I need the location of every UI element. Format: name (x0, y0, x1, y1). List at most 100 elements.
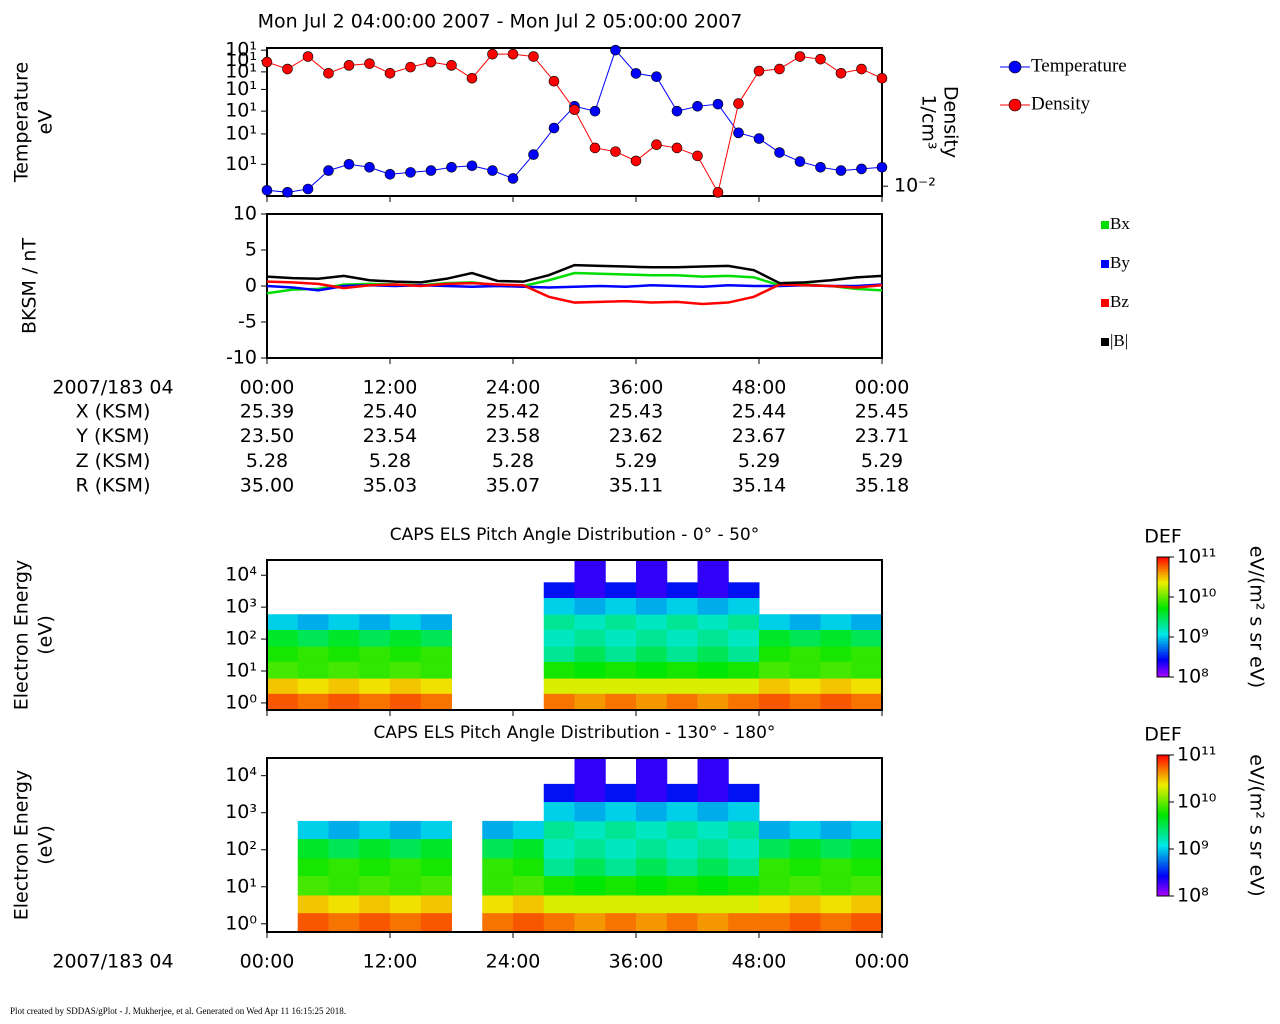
heatmap-cell (666, 838, 698, 859)
heatmap-cell (636, 693, 668, 711)
colorbar-step (1157, 583, 1169, 586)
heatmap-cell (359, 646, 391, 662)
heatmap-cell (697, 614, 729, 630)
colorbar-step (1157, 851, 1169, 855)
footer: Plot created by SDDAS/gPlot - J. Mukherj… (10, 1006, 346, 1016)
heatmap-cell (328, 693, 360, 711)
y2-axis-label: 1/cm³ (918, 94, 940, 149)
x-tick-label: 12:00 (363, 377, 418, 399)
heatmap-cell (328, 661, 360, 679)
legend-label: |B| (1110, 331, 1128, 350)
data-point (507, 48, 519, 60)
data-point (548, 75, 560, 87)
colorbar-step (1157, 565, 1169, 568)
x-axis-label: 2007/183 04 (52, 951, 173, 973)
x-tick-label: 12:00 (363, 951, 418, 973)
heatmap-cell (297, 646, 329, 662)
colorbar-step (1157, 579, 1169, 582)
heatmap-cell (789, 678, 821, 694)
heatmap-cell (605, 614, 637, 630)
ephemeris-value: 5.28 (369, 450, 411, 472)
heatmap-cell (851, 629, 883, 647)
colorbar-step (1157, 623, 1169, 626)
colorbar-step (1157, 804, 1169, 808)
colorbar-step (1157, 637, 1169, 640)
heatmap-cell (605, 678, 637, 694)
plot-frame (266, 47, 883, 197)
colorbar-step (1157, 858, 1169, 862)
colorbar-frame (1156, 754, 1170, 897)
colorbar-step (1157, 567, 1169, 570)
heatmap-cell (605, 783, 637, 803)
heatmap-cell (543, 783, 575, 803)
colorbar-step (1157, 597, 1169, 600)
colorbar-step (1157, 591, 1169, 594)
heatmap-cell (820, 661, 852, 679)
heatmap-cell (297, 614, 329, 630)
y-tick-label: 10⁴ (225, 764, 257, 786)
heatmap-cell (420, 912, 452, 933)
heatmap-cell (605, 894, 637, 914)
data-point (589, 105, 601, 117)
heatmap-cell (328, 838, 360, 859)
heatmap-cell (636, 857, 668, 877)
heatmap-cell (359, 678, 391, 694)
data-point (384, 168, 396, 180)
heatmap-cell (390, 678, 422, 694)
colorbar-step (1157, 629, 1169, 632)
ephemeris-row-name: X (KSM) (76, 401, 151, 423)
colorbar-step (1157, 877, 1169, 881)
heatmap-cell (789, 912, 821, 933)
colorbar-unit: eV/(m² s sr eV) (1246, 546, 1268, 688)
colorbar-step (1157, 665, 1169, 668)
x-tick-label: 24:00 (486, 377, 541, 399)
heatmap-cell (851, 661, 883, 679)
heatmap-cell (543, 875, 575, 896)
heatmap-cell (851, 693, 883, 711)
heatmap-cell (728, 838, 760, 859)
heatmap-cell (328, 912, 360, 933)
heatmap-cell (666, 646, 698, 662)
colorbar-step (1157, 595, 1169, 598)
data-point (692, 101, 703, 112)
heatmap-cell (543, 857, 575, 877)
page-title: Mon Jul 2 04:00:00 2007 - Mon Jul 2 05:0… (258, 11, 743, 33)
colorbar-tick-label: 10⁸ (1177, 885, 1209, 907)
heatmap-cell (267, 646, 299, 662)
heatmap-cell (820, 894, 852, 914)
heatmap-cell (666, 783, 698, 803)
data-point (487, 48, 498, 60)
heatmap-cell (728, 678, 760, 694)
heatmap-cell (543, 678, 575, 694)
data-point (446, 60, 457, 71)
heatmap-cell (666, 582, 698, 599)
heatmap-cell (697, 783, 729, 803)
data-point (405, 61, 416, 73)
heatmap-cell (420, 629, 452, 647)
data-point (528, 51, 539, 62)
ephemeris-value: 35.03 (363, 475, 417, 497)
colorbar-step (1157, 785, 1169, 789)
heatmap-cell (636, 912, 668, 933)
colorbar-step (1157, 757, 1169, 761)
x-tick-label: 00:00 (855, 951, 910, 973)
y-axis-label: (eV) (35, 825, 57, 865)
colorbar-step (1157, 617, 1169, 620)
colorbar-step (1157, 860, 1169, 864)
heatmap-cell (513, 875, 545, 896)
y-tick-label: 10¹ (225, 49, 257, 71)
data-point (405, 167, 416, 178)
heatmap-cell (297, 838, 329, 859)
heatmap-cell (482, 820, 514, 840)
colorbar-step (1157, 605, 1169, 608)
heatmap-cell (666, 678, 698, 694)
ephemeris-value: 25.42 (486, 401, 540, 423)
colorbar-step (1157, 776, 1169, 779)
data-point (753, 133, 765, 144)
heatmap-cell (759, 894, 791, 914)
data-point (569, 104, 580, 116)
data-point (364, 161, 375, 173)
heatmap-cell (728, 582, 760, 599)
heatmap-cell (789, 614, 821, 630)
heatmap-cell (420, 693, 452, 711)
